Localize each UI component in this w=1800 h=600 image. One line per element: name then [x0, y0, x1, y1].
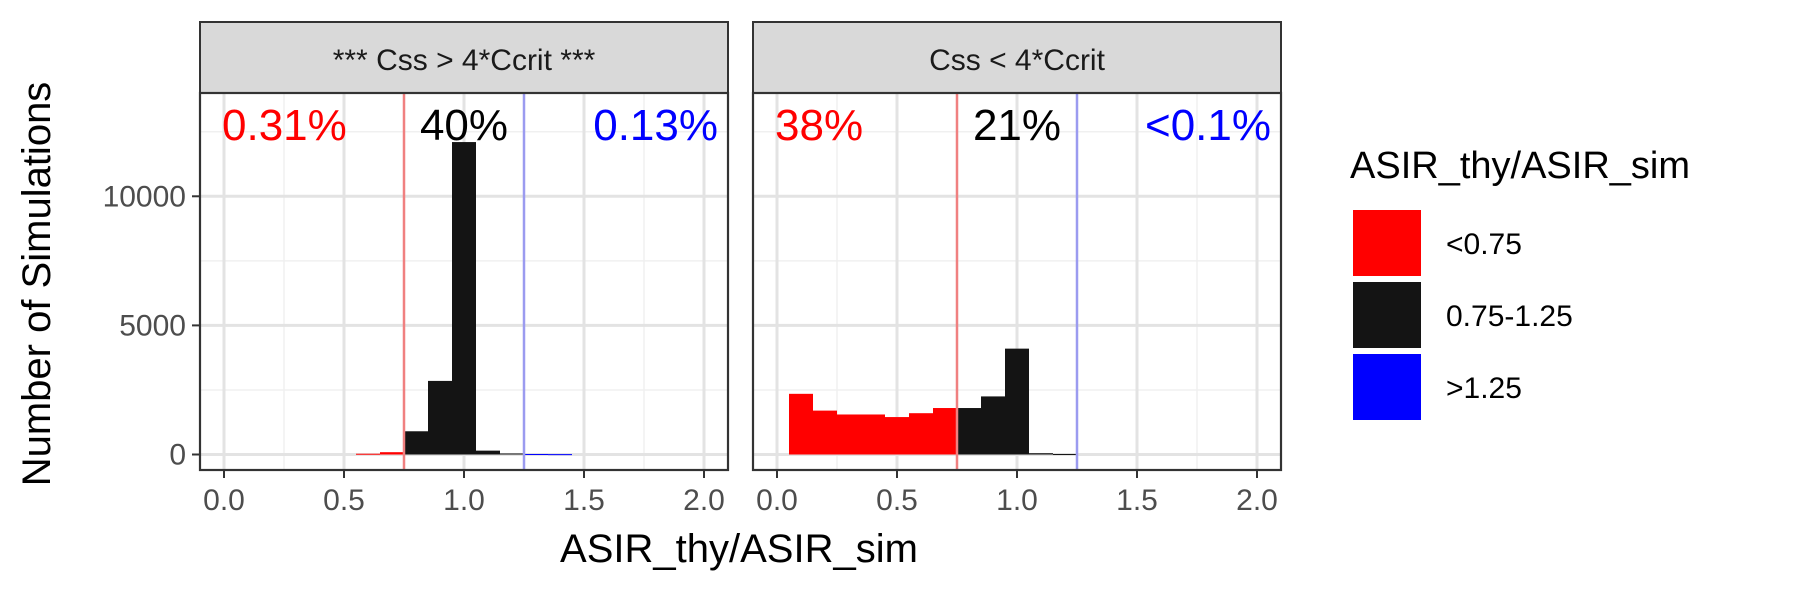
histogram-bar: [933, 408, 957, 455]
facet-panels: *** Css > 4*Ccrit *** 0.31% 40% 0.13% 0.0 0.5…: [103, 21, 1283, 517]
x-tick-label: 0.5: [876, 484, 918, 517]
x-tick-label: 1.5: [1116, 484, 1158, 517]
histogram-bar: [1053, 453, 1077, 455]
histogram-bar: [500, 453, 524, 455]
y-axis-title: Number of Simulations: [15, 82, 59, 487]
facet-strip-label: Css < 4*Ccrit: [929, 44, 1106, 77]
x-tick-label: 1.0: [996, 484, 1038, 517]
percentage-label: 0.13%: [593, 101, 718, 150]
percentage-label: 40%: [420, 101, 508, 150]
histogram-bar: [452, 142, 476, 455]
legend-swatch-mid: [1353, 282, 1421, 348]
legend-label-high: >1.25: [1446, 372, 1522, 405]
x-axis-title: ASIR_thy/ASIR_sim: [560, 527, 918, 571]
histogram-bar: [524, 453, 548, 455]
y-tick-label: 5000: [119, 309, 186, 342]
histogram-bar: [404, 431, 428, 455]
percentage-label: 38%: [775, 101, 863, 150]
x-tick-label: 2.0: [683, 484, 725, 517]
legend: ASIR_thy/ASIR_sim <0.75 0.75-1.25 >1.25: [1350, 145, 1690, 420]
histogram-bar: [957, 408, 981, 455]
facet-panel-2: Css < 4*Ccrit 38% 21% <0.1% 0.0 0.5 1.0 1.5 2.0: [751, 21, 1283, 517]
x-tick-label: 0.5: [323, 484, 365, 517]
x-tick-label: 0.0: [203, 484, 245, 517]
histogram-bar: [380, 452, 404, 455]
histogram-bar: [837, 414, 861, 455]
legend-label-low: <0.75: [1446, 228, 1522, 261]
histogram-bar: [1005, 348, 1029, 455]
histogram-bar: [909, 413, 933, 455]
legend-swatch-low: [1353, 210, 1421, 276]
legend-title: ASIR_thy/ASIR_sim: [1350, 145, 1690, 187]
histogram-bar: [1029, 453, 1053, 455]
percentage-label: 0.31%: [222, 101, 347, 150]
histogram-bar: [476, 450, 500, 455]
histogram-bar: [428, 380, 452, 455]
histogram-bar: [548, 454, 572, 456]
histogram-bar: [885, 417, 909, 455]
histogram-bar: [861, 414, 885, 455]
x-tick-label: 2.0: [1236, 484, 1278, 517]
legend-swatch-high: [1353, 354, 1421, 420]
legend-label-mid: 0.75-1.25: [1446, 300, 1573, 333]
x-tick-label: 0.0: [756, 484, 798, 517]
facet-strip: [199, 21, 729, 94]
percentage-label: <0.1%: [1145, 101, 1271, 150]
facet-panel-1: *** Css > 4*Ccrit *** 0.31% 40% 0.13% 0.0 0.5…: [103, 21, 730, 517]
y-tick-label: 0: [169, 439, 186, 472]
histogram-bar: [981, 396, 1005, 455]
percentage-label: 21%: [973, 101, 1061, 150]
facet-strip-label: *** Css > 4*Ccrit ***: [333, 44, 596, 77]
x-tick-label: 1.0: [443, 484, 485, 517]
histogram-bar: [813, 410, 837, 455]
x-tick-label: 1.5: [563, 484, 605, 517]
histogram-bar: [356, 453, 380, 455]
y-tick-label: 10000: [103, 180, 186, 213]
histogram-bar: [789, 393, 813, 455]
